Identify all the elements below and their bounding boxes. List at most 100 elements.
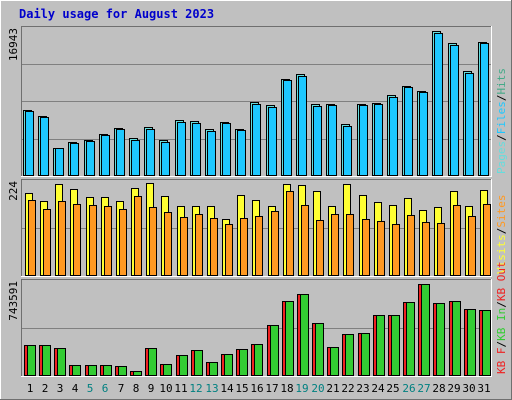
x-tick-label-day-30: 30: [462, 382, 475, 395]
bar-files-day-14: [222, 123, 231, 176]
bar-kb-out-day-16: [254, 344, 263, 376]
bar-sites-day-19: [301, 205, 309, 276]
bar-files-day-13: [207, 131, 216, 176]
x-tick-label-day-26: 26: [402, 382, 415, 395]
legend-item: Visits: [495, 234, 508, 274]
x-tick-label-day-19: 19: [295, 382, 308, 395]
bar-files-day-15: [237, 130, 246, 176]
bar-files-day-5: [86, 141, 95, 176]
x-tick-label-day-16: 16: [250, 382, 263, 395]
bar-files-day-16: [252, 104, 261, 176]
x-tick-label-day-9: 9: [148, 382, 155, 395]
legend-item: Sites: [495, 195, 508, 228]
bar-sites-day-11: [180, 217, 188, 276]
bar-files-day-31: [480, 43, 489, 176]
bar-kb-out-day-26: [406, 302, 415, 376]
bar-kb-out-day-14: [224, 354, 233, 376]
bar-files-day-11: [177, 122, 186, 176]
legend-separator: /: [495, 228, 508, 235]
bar-sites-day-5: [89, 205, 97, 276]
x-tick-label-day-4: 4: [72, 382, 79, 395]
bar-files-day-9: [146, 129, 155, 176]
x-tick-label-day-18: 18: [280, 382, 293, 395]
bar-kb-out-day-29: [452, 301, 461, 376]
bar-files-day-22: [343, 126, 352, 176]
x-tick-label-day-20: 20: [311, 382, 324, 395]
bar-sites-day-2: [43, 209, 51, 276]
bar-files-day-17: [268, 107, 277, 176]
bar-files-day-23: [359, 105, 368, 176]
legend-item: KB F: [495, 348, 508, 375]
bar-kb-out-day-11: [179, 355, 188, 376]
bar-sites-day-10: [164, 212, 172, 276]
bar-kb-out-day-15: [239, 349, 248, 376]
bar-kb-out-day-6: [103, 365, 112, 376]
bar-sites-day-4: [73, 204, 81, 276]
bar-kb-out-day-10: [163, 364, 172, 376]
bar-kb-out-day-9: [148, 348, 157, 376]
bar-sites-day-20: [316, 220, 324, 276]
x-tick-label-day-10: 10: [159, 382, 172, 395]
bar-files-day-25: [389, 97, 398, 176]
bar-sites-day-6: [104, 206, 112, 276]
bar-sites-day-3: [58, 201, 66, 276]
bar-kb-out-day-3: [57, 348, 66, 376]
legend-item: KB Out: [495, 261, 508, 301]
legend-item: Hits: [495, 68, 508, 95]
bar-kb-out-day-5: [88, 365, 97, 376]
bar-files-day-18: [283, 80, 292, 176]
bar-kb-out-day-19: [300, 294, 309, 376]
bar-sites-day-12: [195, 214, 203, 276]
legend-separator: /: [495, 301, 508, 308]
bar-sites-day-1: [28, 200, 36, 276]
bar-sites-day-16: [255, 216, 263, 276]
x-tick-label-day-13: 13: [205, 382, 218, 395]
x-tick-label-day-23: 23: [356, 382, 369, 395]
bar-kb-out-day-1: [27, 345, 36, 376]
y-tick-label: 743591: [7, 281, 20, 321]
bar-files-day-29: [450, 45, 459, 176]
bar-sites-day-7: [119, 209, 127, 276]
bar-sites-day-14: [225, 224, 233, 276]
bar-files-day-30: [465, 73, 474, 176]
bar-kb-out-day-8: [133, 371, 142, 376]
x-tick-label-day-15: 15: [235, 382, 248, 395]
bar-kb-out-day-18: [285, 301, 294, 376]
bar-kb-out-day-23: [361, 333, 370, 376]
x-tick-label-day-5: 5: [87, 382, 94, 395]
bar-kb-out-day-20: [315, 323, 324, 376]
bar-sites-day-15: [240, 218, 248, 276]
x-tick-label-day-2: 2: [42, 382, 49, 395]
legend-bottom: KB F/KB In/KB Out: [495, 261, 508, 374]
bar-kb-out-day-4: [72, 365, 81, 376]
bar-sites-day-23: [362, 219, 370, 276]
bar-files-day-19: [298, 76, 307, 176]
x-tick-label-day-6: 6: [102, 382, 109, 395]
legend-separator: /: [495, 341, 508, 348]
legend-top: Pages/Files/Hits: [495, 68, 508, 174]
legend-item: Pages: [495, 141, 508, 174]
bar-files-day-1: [25, 111, 34, 176]
x-tick-label-day-14: 14: [220, 382, 234, 395]
bar-files-day-3: [55, 148, 64, 176]
x-tick-label-day-24: 24: [371, 382, 385, 395]
bar-sites-day-30: [468, 216, 476, 276]
legend-item: KB In: [495, 308, 508, 341]
bar-kb-out-day-27: [421, 284, 430, 376]
x-tick-label-day-8: 8: [133, 382, 140, 395]
x-tick-label-day-29: 29: [447, 382, 460, 395]
legend-item: Files: [495, 101, 508, 134]
bar-sites-day-17: [271, 211, 279, 276]
bar-kb-out-day-25: [391, 315, 400, 376]
legend-middle: Visits/Sites: [495, 195, 508, 275]
bar-files-day-7: [116, 129, 125, 176]
bar-sites-day-24: [377, 221, 385, 276]
bar-files-day-10: [161, 142, 170, 176]
x-tick-label-day-7: 7: [118, 382, 125, 395]
x-tick-label-day-27: 27: [417, 382, 430, 395]
x-axis-day-labels: 1 2 3 4 5 6 7 8 9 10 11 12 13 14 15 16 17 18 19 20 21 22 23 24 2…: [27, 382, 491, 395]
bar-kb-out-day-30: [467, 309, 476, 376]
bar-kb-out-day-12: [194, 350, 203, 376]
